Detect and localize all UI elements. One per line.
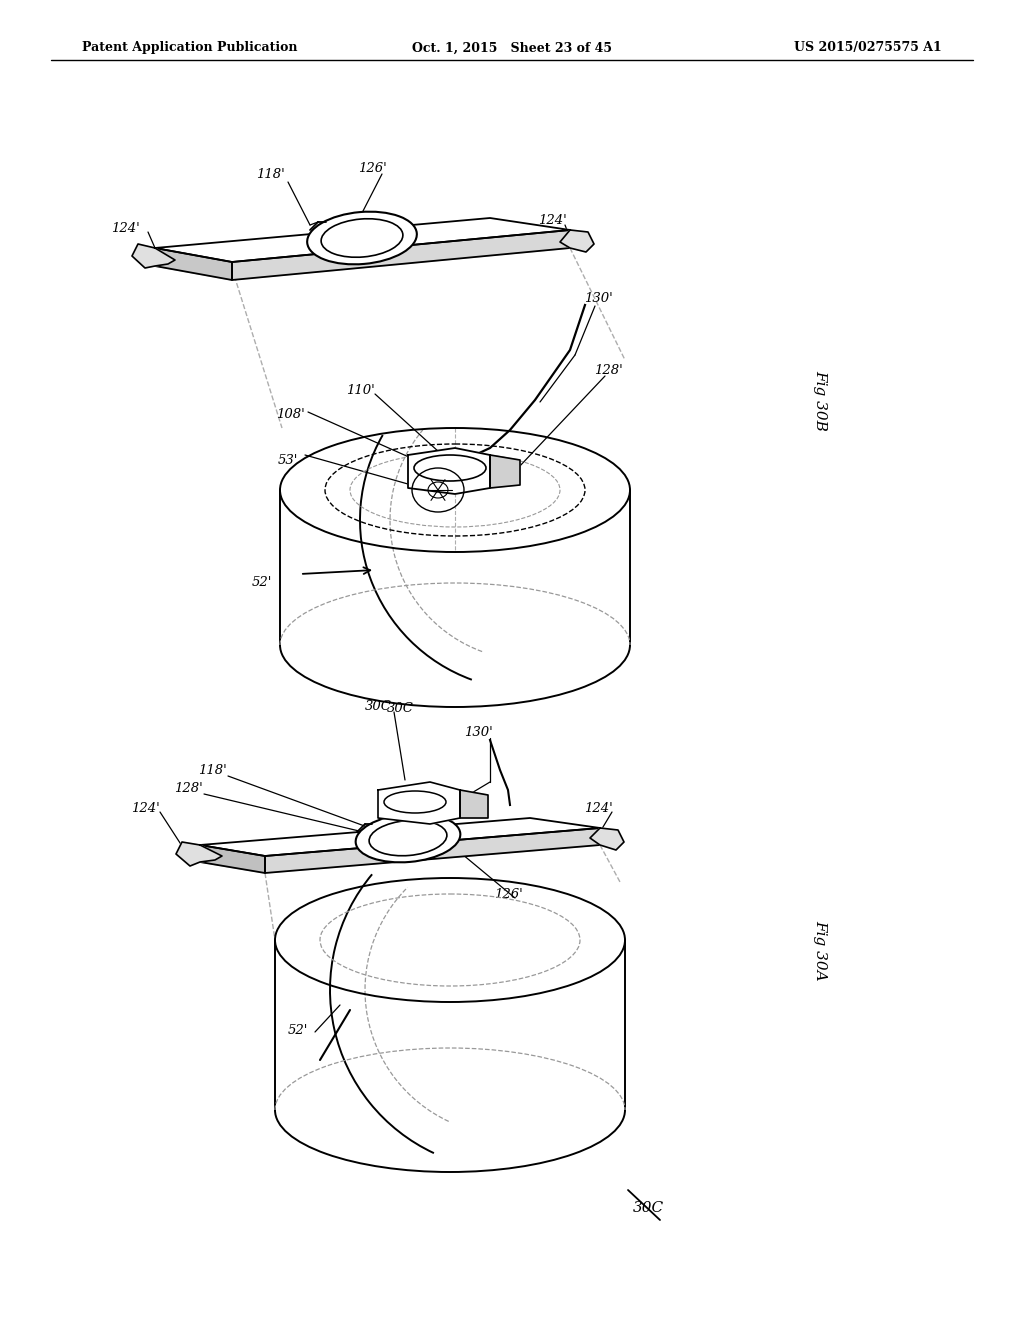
Polygon shape <box>265 828 600 873</box>
Text: Fig 30A: Fig 30A <box>813 920 827 981</box>
Polygon shape <box>200 845 265 873</box>
Ellipse shape <box>355 813 461 862</box>
Polygon shape <box>200 818 600 855</box>
Text: 124': 124' <box>584 801 612 814</box>
Polygon shape <box>132 244 175 268</box>
Polygon shape <box>560 230 594 252</box>
Text: 130': 130' <box>464 726 493 738</box>
Ellipse shape <box>307 211 417 264</box>
Polygon shape <box>490 455 520 488</box>
Text: 118': 118' <box>198 763 226 776</box>
Text: 30C: 30C <box>365 700 391 713</box>
Polygon shape <box>155 248 232 280</box>
Text: 126': 126' <box>494 887 522 900</box>
Polygon shape <box>155 218 570 261</box>
Text: 30C: 30C <box>387 701 414 714</box>
Polygon shape <box>176 842 222 866</box>
Text: Patent Application Publication: Patent Application Publication <box>82 41 298 54</box>
Polygon shape <box>378 781 460 824</box>
Text: 110': 110' <box>346 384 375 396</box>
Text: US 2015/0275575 A1: US 2015/0275575 A1 <box>795 41 942 54</box>
Text: Fig 30B: Fig 30B <box>813 370 827 430</box>
Text: 30C: 30C <box>633 1201 664 1214</box>
Text: Oct. 1, 2015   Sheet 23 of 45: Oct. 1, 2015 Sheet 23 of 45 <box>412 41 612 54</box>
Text: 108': 108' <box>275 408 304 421</box>
Text: 52': 52' <box>252 576 272 589</box>
Text: 124': 124' <box>111 222 139 235</box>
Polygon shape <box>460 789 488 818</box>
Text: 52': 52' <box>288 1023 308 1036</box>
Text: 126': 126' <box>357 161 386 174</box>
Text: 130': 130' <box>584 292 612 305</box>
Polygon shape <box>408 447 490 494</box>
Polygon shape <box>232 230 570 280</box>
Text: 128': 128' <box>594 363 623 376</box>
Text: 53': 53' <box>278 454 298 466</box>
Text: 124': 124' <box>131 801 160 814</box>
Text: 124': 124' <box>538 214 566 227</box>
Polygon shape <box>590 828 624 850</box>
Text: 128': 128' <box>174 781 203 795</box>
Text: 118': 118' <box>256 169 285 181</box>
